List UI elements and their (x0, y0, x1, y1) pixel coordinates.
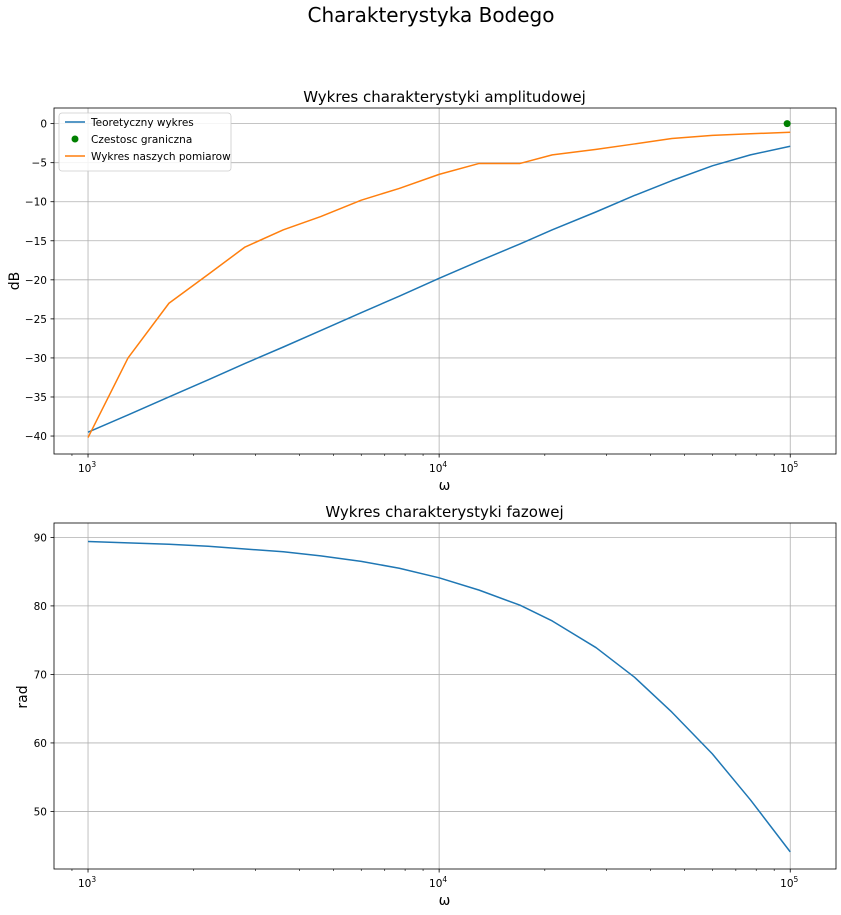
phase-y-tick-label: 50 (34, 806, 47, 818)
phase-x-tick-exponent: 5 (794, 875, 799, 884)
amplitude-y-tick-label: −5 (32, 158, 47, 170)
phase-y-tick-label: 60 (34, 738, 47, 750)
phase-x-tick-label: 103 (78, 875, 96, 890)
legend-marker-swatch (71, 135, 79, 143)
amplitude-y-tick-label: 0 (40, 119, 47, 131)
amplitude-y-tick-label: −20 (25, 275, 47, 287)
phase-y-tick-label: 90 (34, 532, 47, 544)
amplitude-legend: Teoretyczny wykres Czestosc graniczna Wykr… (58, 112, 232, 172)
amplitude-y-tick-label: −30 (25, 353, 47, 365)
legend-entry-label: Teoretyczny wykres (90, 117, 194, 129)
amplitude-y-tick-label: −35 (25, 392, 47, 404)
phase-plot: Wykres charakterystyki fazowej 90 80 70 60 5… (15, 503, 837, 909)
amplitude-x-tick-exponent: 3 (91, 460, 96, 469)
amplitude-y-axis-label: dB (7, 272, 23, 291)
phase-y-tick-label: 70 (34, 669, 47, 681)
amplitude-plot: Wykres charakterystyki amplitudowej 0 −5 −… (7, 88, 837, 494)
amplitude-x-tick-label: 104 (429, 460, 447, 475)
phase-x-tick-exponent: 4 (442, 875, 447, 884)
amplitude-y-tick-label: −10 (25, 197, 47, 209)
phase-x-tick-label: 105 (780, 875, 798, 890)
amplitude-y-tick-label: −25 (25, 314, 47, 326)
phase-plot-title: Wykres charakterystyki fazowej (325, 503, 563, 521)
legend-entry-label: Wykres naszych pomiarow (91, 151, 231, 163)
phase-x-tick-base: 10 (429, 878, 442, 890)
amplitude-x-tick-exponent: 5 (794, 460, 799, 469)
phase-x-tick-label: 104 (429, 875, 447, 890)
amplitude-x-axis-label: ω (439, 478, 451, 494)
phase-x-axis-label: ω (439, 893, 451, 909)
amplitude-plot-frame (53, 107, 837, 455)
amplitude-series-line-0 (87, 145, 791, 433)
amplitude-scatter-point (783, 120, 791, 128)
amplitude-x-tick-base: 10 (78, 463, 91, 475)
amplitude-x-tick-base: 10 (780, 463, 793, 475)
amplitude-x-tick-base: 10 (429, 463, 442, 475)
phase-y-tick-label: 80 (34, 601, 47, 613)
phase-x-tick-base: 10 (78, 878, 91, 890)
amplitude-x-tick-label: 103 (78, 460, 96, 475)
figure-title: Charakterystyka Bodego (308, 3, 555, 27)
phase-x-tick-base: 10 (780, 878, 793, 890)
amplitude-plot-title: Wykres charakterystyki amplitudowej (303, 88, 586, 106)
phase-series-line-0 (88, 540, 791, 853)
legend-box (58, 112, 232, 172)
amplitude-y-tick-label: −15 (25, 236, 47, 248)
phase-y-axis-label: rad (15, 685, 31, 708)
phase-x-tick-exponent: 3 (91, 875, 96, 884)
amplitude-x-tick-exponent: 4 (442, 460, 447, 469)
amplitude-y-tick-label: −40 (25, 431, 47, 443)
phase-plot-frame (53, 522, 837, 870)
amplitude-x-tick-label: 105 (780, 460, 798, 475)
amplitude-series-line-2 (87, 131, 791, 438)
legend-entry-label: Czestosc graniczna (91, 134, 192, 146)
